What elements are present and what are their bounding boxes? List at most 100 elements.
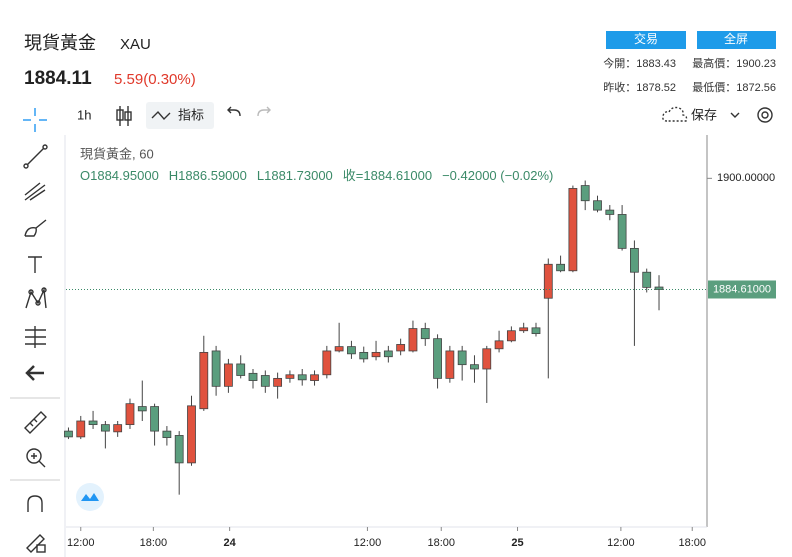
legend-value: −0.42000 (−0.02%) — [442, 168, 553, 183]
candle-body — [273, 377, 283, 387]
legend-title: 現貨黃金, 60 — [80, 146, 154, 161]
y-tick-label: 1900.00000 — [717, 172, 775, 184]
candle-body — [470, 364, 479, 370]
candle-body — [64, 430, 73, 438]
logo-icon — [81, 493, 99, 501]
hide-toolbar[interactable] — [25, 365, 44, 381]
candle-body — [322, 350, 332, 376]
zoom-tool[interactable] — [26, 448, 46, 468]
stat: 今開：1883.43 — [603, 56, 676, 70]
candle-body — [408, 328, 418, 352]
trendline-tool[interactable] — [23, 144, 48, 169]
last-price-label: 1884.61000 — [713, 283, 771, 295]
candle-body — [543, 263, 553, 299]
fullscreen-button-label[interactable]: 全屏 — [724, 31, 748, 46]
interval-button[interactable]: 1h — [77, 107, 91, 122]
fullscreen-button[interactable] — [697, 31, 776, 49]
save-icon[interactable] — [662, 106, 688, 122]
x-tick-label: 25 — [511, 537, 523, 549]
x-tick-label: 12:00 — [67, 537, 95, 549]
chart-type-button[interactable] — [116, 106, 132, 126]
candle-body — [260, 375, 270, 387]
candle-body — [654, 286, 664, 290]
candle-body — [100, 424, 110, 432]
legend-value: L1881.73000 — [257, 168, 333, 183]
candle-body — [310, 374, 319, 381]
candle-body — [630, 247, 639, 273]
symbol: XAU — [120, 36, 151, 53]
candle-body — [137, 406, 147, 412]
candle-body — [531, 327, 541, 335]
x-tick-label: 12:00 — [354, 537, 382, 549]
indicators-label[interactable]: 指标 — [178, 107, 204, 122]
indicators-button[interactable] — [146, 102, 214, 129]
candle-body — [371, 351, 381, 358]
instrument-title: 現貨黃金 — [24, 33, 96, 53]
x-tick-label: 24 — [224, 537, 237, 549]
ohlc-legend: O1884.95000 H1886.59000 L1881.73000 收=1884.… — [80, 168, 553, 183]
stat: 最低價：1872.56 — [692, 80, 776, 94]
candle-body — [199, 351, 209, 410]
candle-body — [236, 363, 246, 376]
brush-tool[interactable] — [24, 219, 47, 237]
trade-button-label[interactable]: 交易 — [634, 31, 658, 46]
settings-button[interactable] — [757, 107, 773, 123]
redo-button[interactable] — [257, 106, 271, 117]
candle-body — [162, 430, 172, 439]
candle-body — [88, 420, 98, 426]
candle-body — [593, 200, 602, 211]
candle-body — [174, 435, 184, 464]
candle-body — [580, 185, 590, 202]
candle-body — [457, 350, 467, 366]
candle-body — [617, 214, 627, 249]
save-label[interactable]: 保存 — [691, 107, 717, 122]
pattern-tool[interactable] — [25, 287, 47, 309]
lock-tool[interactable] — [26, 534, 46, 553]
candle-body — [347, 346, 356, 355]
candle-body — [396, 344, 406, 352]
crosshair-tool[interactable] — [23, 108, 47, 132]
candle-body — [334, 346, 344, 352]
prediction-tool[interactable] — [25, 326, 46, 348]
legend-value: O1884.95000 — [80, 168, 159, 183]
candle-body — [568, 188, 578, 272]
measure-tool[interactable] — [24, 411, 47, 434]
x-tick-label: 18:00 — [427, 537, 455, 549]
legend-value: H1886.59000 — [169, 168, 247, 183]
price-change: 5.59(0.30%) — [114, 71, 196, 88]
logo[interactable] — [76, 483, 104, 511]
candle-body — [433, 338, 442, 379]
candle-body — [519, 327, 529, 332]
candle-body — [113, 424, 123, 433]
magnet-tool[interactable] — [27, 495, 43, 512]
candle-body — [359, 351, 369, 360]
candle-body — [211, 350, 221, 387]
x-tick-label: 12:00 — [607, 537, 635, 549]
candle-body — [506, 330, 516, 342]
legend-value: 收=1884.61000 — [343, 168, 432, 183]
undo-button[interactable] — [227, 106, 241, 117]
stat: 最高價：1900.23 — [692, 56, 776, 70]
text-tool[interactable] — [28, 256, 42, 273]
candle-body — [605, 209, 615, 215]
save-menu[interactable] — [730, 112, 740, 118]
x-tick-label: 18:00 — [140, 537, 168, 549]
candle-body — [556, 263, 565, 272]
candle-body — [420, 328, 430, 340]
x-tick-label: 18:00 — [678, 537, 706, 549]
trade-button[interactable] — [606, 31, 686, 49]
candle-body — [224, 363, 233, 387]
indicators-icon — [151, 110, 171, 121]
candle-body — [494, 340, 504, 350]
candle-body — [642, 271, 652, 288]
pitchfork-tool[interactable] — [24, 182, 46, 201]
candle-body — [150, 406, 159, 432]
last-price-box — [708, 280, 776, 299]
candle-body — [125, 403, 135, 426]
drawing-toolbar — [10, 108, 60, 553]
candle-body — [383, 350, 393, 358]
price: 1884.11 — [24, 68, 92, 89]
